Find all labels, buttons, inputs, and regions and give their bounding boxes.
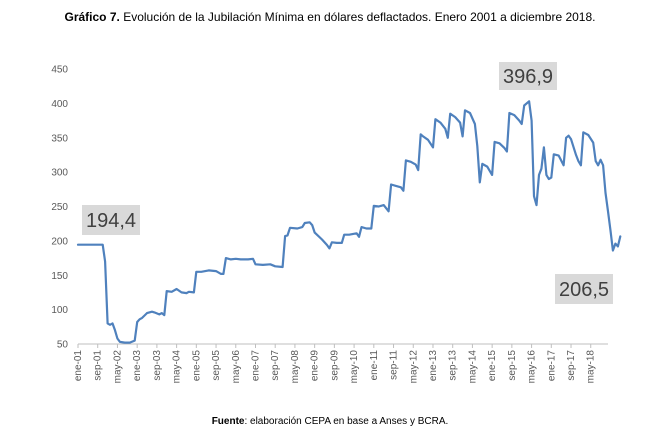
- x-tick-label: ene-09: [310, 350, 321, 382]
- x-tick-label: ene-05: [191, 350, 202, 382]
- x-tick-label: may-06: [231, 350, 242, 384]
- chart-title-bold: Gráfico 7.: [64, 10, 120, 24]
- y-tick-label: 450: [51, 65, 68, 76]
- series-layer: [76, 100, 622, 344]
- x-tick-label: ene-17: [546, 350, 557, 382]
- series-line-1: [76, 100, 622, 344]
- callout-box: [82, 205, 140, 235]
- x-tick-label: may-10: [349, 350, 360, 384]
- y-tick-label: 250: [51, 202, 68, 213]
- y-axis: 50 100 150 200 250 300 350 400 450: [51, 65, 68, 351]
- x-tick-label: may-08: [290, 350, 301, 384]
- x-tick-label: sep-13: [448, 350, 459, 381]
- x-tick-label: ene-07: [250, 350, 261, 382]
- x-tick-label: may-18: [586, 350, 597, 384]
- x-tick-label: may-12: [408, 350, 419, 384]
- y-tick-label: 200: [51, 236, 68, 247]
- x-tick-label: may-16: [527, 350, 538, 384]
- x-tick-label: sep-09: [329, 350, 340, 381]
- y-tick-label: 50: [57, 340, 69, 351]
- x-tick-label: may-02: [112, 350, 123, 384]
- chart-title: Gráfico 7. Evolución de la Jubilación Mí…: [60, 8, 600, 27]
- source-note: Fuente: elaboración CEPA en base a Anses…: [0, 416, 660, 427]
- x-tick-label: sep-17: [566, 350, 577, 381]
- callout-label: 396,9: [503, 66, 553, 88]
- x-tick-label: sep-11: [389, 350, 400, 380]
- y-tick-label: 400: [51, 99, 68, 110]
- y-tick-label: 150: [51, 271, 68, 282]
- x-tick-label: ene-11: [369, 350, 380, 381]
- x-tick-label: may-04: [172, 350, 183, 384]
- x-tick-label: ene-15: [487, 350, 498, 382]
- x-axis: ene-01 sep-01 may-02 ene-03 sep-03 may-04 ene-…: [73, 343, 608, 384]
- x-tick-label: may-14: [467, 350, 478, 384]
- x-tick-label: ene-03: [132, 350, 143, 382]
- source-text: : elaboración CEPA en base a Anses y BCR…: [244, 416, 449, 427]
- x-tick-label: sep-03: [152, 350, 163, 381]
- x-tick-label: sep-01: [93, 350, 104, 381]
- x-tick-label: ene-13: [428, 350, 439, 382]
- callout-label: 206,5: [559, 279, 609, 301]
- x-tick-label: sep-15: [507, 350, 518, 381]
- annotations-layer: 194,4 396,9 206,5: [82, 62, 613, 304]
- callout-label: 194,4: [86, 210, 136, 232]
- chart-title-text: Evolución de la Jubilación Mínima en dól…: [119, 10, 596, 24]
- x-tick-label: sep-07: [270, 350, 281, 381]
- y-tick-label: 100: [51, 305, 68, 316]
- x-tick-label: ene-01: [73, 350, 84, 382]
- y-tick-label: 300: [51, 168, 68, 179]
- y-tick-label: 350: [51, 133, 68, 144]
- source-label: Fuente: [211, 416, 245, 427]
- callout-box: [555, 274, 613, 304]
- x-tick-label: sep-05: [211, 350, 222, 381]
- callout-box: [499, 62, 557, 90]
